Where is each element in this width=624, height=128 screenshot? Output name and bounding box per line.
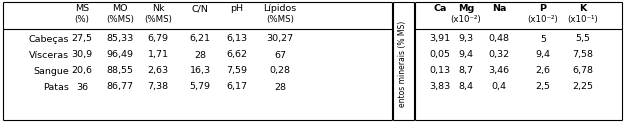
Text: Sangue: Sangue [33,67,69,76]
Text: 6,17: 6,17 [227,83,248,92]
Text: 30,27: 30,27 [266,35,293,44]
Text: 20,6: 20,6 [72,67,92,76]
Text: 0,4: 0,4 [492,83,507,92]
Text: 7,58: 7,58 [572,51,593,60]
Text: 0,05: 0,05 [429,51,451,60]
Text: Cabeças: Cabeças [29,35,69,44]
Text: 28: 28 [274,83,286,92]
Text: 5: 5 [540,35,546,44]
Text: Mg: Mg [458,4,474,13]
Text: MO: MO [112,4,128,13]
Text: 6,62: 6,62 [227,51,248,60]
Text: 1,71: 1,71 [147,51,168,60]
Text: Ca: Ca [433,4,447,13]
Text: 2,6: 2,6 [535,67,550,76]
Text: Patas: Patas [43,83,69,92]
Text: 3,83: 3,83 [429,83,451,92]
Text: 9,3: 9,3 [459,35,474,44]
Text: (%MS): (%MS) [106,15,134,24]
Text: 2,5: 2,5 [535,83,550,92]
Text: 5,5: 5,5 [575,35,590,44]
Text: P: P [540,4,547,13]
Text: Na: Na [492,4,506,13]
Text: 16,3: 16,3 [190,67,210,76]
Text: 3,91: 3,91 [429,35,451,44]
Text: 0,13: 0,13 [429,67,451,76]
Text: 9,4: 9,4 [459,51,474,60]
Text: (%MS): (%MS) [144,15,172,24]
Text: (x10⁻¹): (x10⁻¹) [568,15,598,24]
Text: 0,48: 0,48 [489,35,510,44]
Text: 88,55: 88,55 [107,67,134,76]
Text: 8,4: 8,4 [459,83,474,92]
Text: Nk: Nk [152,4,164,13]
Text: (%MS): (%MS) [266,15,294,24]
Text: K: K [579,4,587,13]
Text: MS: MS [75,4,89,13]
Text: 67: 67 [274,51,286,60]
Text: 2,63: 2,63 [147,67,168,76]
Text: (x10⁻²): (x10⁻²) [528,15,558,24]
Text: Lípidos: Lípidos [263,4,296,13]
Text: (x10⁻²): (x10⁻²) [451,15,481,24]
Text: 7,59: 7,59 [227,67,248,76]
Text: 9,4: 9,4 [535,51,550,60]
Text: 8,7: 8,7 [459,67,474,76]
Text: 28: 28 [194,51,206,60]
Text: 6,21: 6,21 [190,35,210,44]
Text: 0,32: 0,32 [489,51,510,60]
Text: 85,33: 85,33 [106,35,134,44]
Text: 7,38: 7,38 [147,83,168,92]
Text: 27,5: 27,5 [72,35,92,44]
Text: 2,25: 2,25 [572,83,593,92]
Text: 6,13: 6,13 [227,35,248,44]
Text: pH: pH [230,4,243,13]
Text: 0,28: 0,28 [270,67,291,76]
Text: 86,77: 86,77 [107,83,134,92]
Text: 3,46: 3,46 [489,67,510,76]
Text: C/N: C/N [192,4,208,13]
Text: 30,9: 30,9 [71,51,92,60]
Text: 6,79: 6,79 [147,35,168,44]
Text: entos minerais (% MS): entos minerais (% MS) [399,21,407,107]
Text: 6,78: 6,78 [572,67,593,76]
Text: Vísceras: Vísceras [29,51,69,60]
Text: 96,49: 96,49 [107,51,134,60]
Text: 5,79: 5,79 [190,83,210,92]
Text: (%): (%) [74,15,89,24]
Text: 36: 36 [76,83,88,92]
